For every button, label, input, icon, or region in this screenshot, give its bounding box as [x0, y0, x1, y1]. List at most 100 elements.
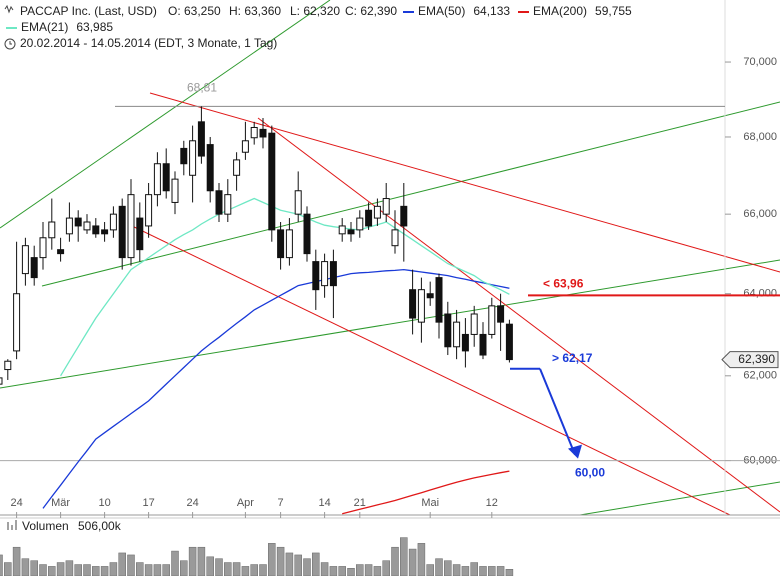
- candle-body: [127, 194, 135, 259]
- candle-body: [382, 198, 390, 215]
- volume-icon: [7, 520, 17, 530]
- volume-bar: [56, 562, 65, 576]
- trend-lines: [0, 0, 780, 516]
- annotation-label: 68,81: [187, 81, 217, 95]
- volume-bar: [400, 537, 408, 576]
- volume-bar: [188, 546, 197, 576]
- x-tick-label: 17: [142, 497, 154, 509]
- legend-value: 63,985: [76, 20, 113, 34]
- volume-bar: [285, 552, 294, 576]
- ema-line: [60, 197, 510, 377]
- subtitle: 20.02.2014 - 14.05.2014 (EDT, 3 Monate, …: [20, 36, 277, 50]
- volume-bar: [276, 546, 285, 576]
- candle-body: [461, 333, 469, 352]
- candle-body: [268, 132, 276, 231]
- volume-bar: [92, 566, 100, 576]
- candle-body: [74, 217, 82, 227]
- volume-bar: [30, 560, 38, 576]
- candle-body: [4, 360, 12, 371]
- candle-body: [285, 229, 293, 259]
- price-marker: [721, 351, 779, 369]
- candle-body: [39, 237, 47, 259]
- ohlc-label: O: 63,250: [168, 4, 221, 18]
- legend-value: 64,133: [473, 4, 510, 18]
- candle-body: [435, 277, 443, 323]
- volume-bar: [444, 560, 452, 576]
- candle-body: [347, 229, 355, 235]
- x-tick-label: Mai: [421, 497, 439, 509]
- candle-body: [48, 221, 56, 239]
- candle-body: [57, 249, 65, 255]
- legend-label: EMA(200): [533, 4, 587, 18]
- candle-body: [259, 128, 267, 138]
- volume-bar: [39, 564, 47, 576]
- volume-bar: [338, 566, 346, 576]
- candle-body: [13, 293, 21, 352]
- candle-body: [356, 217, 364, 231]
- volume-bar: [417, 543, 426, 576]
- candle-body: [118, 205, 126, 259]
- volume-bar: [180, 560, 188, 576]
- candle-body: [409, 289, 417, 319]
- volume-bar: [312, 552, 320, 576]
- y-tick-label: 68,000: [743, 131, 777, 143]
- y-tick-label: 66,000: [743, 208, 777, 220]
- ohlc-label: C: 62,390: [345, 4, 397, 18]
- candle-body: [470, 313, 478, 335]
- candle-body: [391, 229, 399, 247]
- volume-bar: [241, 566, 250, 576]
- candle-body: [136, 217, 144, 251]
- volume-bar: [461, 566, 470, 576]
- price-marker-label: 62,390: [738, 352, 775, 366]
- volume-bar: [109, 562, 118, 576]
- volume-bar: [259, 564, 267, 576]
- annotation-label: 60,00: [575, 466, 605, 480]
- candle-body: [444, 313, 452, 348]
- x-tick-label: Mär: [51, 497, 70, 509]
- candle-body: [426, 293, 434, 299]
- candle-body: [250, 126, 258, 139]
- x-tick-label: 7: [278, 497, 284, 509]
- candle-body: [83, 221, 91, 231]
- candle-body: [312, 261, 320, 291]
- candle-body: [180, 147, 188, 165]
- volume-bar: [426, 564, 434, 576]
- volume-label: 506,00k: [78, 519, 122, 533]
- ema-line: [342, 470, 510, 515]
- trend-line: [0, 0, 331, 229]
- ohlc-label: L: 62,320: [290, 4, 340, 18]
- candle-body: [21, 245, 29, 275]
- candle-body: [215, 190, 223, 215]
- volume-bar: [197, 546, 206, 576]
- candle-body: [329, 261, 337, 287]
- candle-body: [197, 121, 205, 157]
- volume-bar: [356, 564, 364, 576]
- volume-bar: [12, 546, 21, 576]
- volume-bar: [224, 562, 232, 576]
- legend-label: EMA(50): [418, 4, 465, 18]
- volume-bar: [232, 562, 241, 576]
- volume-bar: [320, 562, 329, 576]
- chart-icon: [4, 4, 14, 14]
- candle-body: [294, 190, 302, 215]
- candle-body: [189, 140, 197, 176]
- x-tick-label: 12: [486, 497, 498, 509]
- candle-body: [162, 163, 170, 192]
- legend-value: 59,755: [595, 4, 632, 18]
- volume-bar: [382, 560, 390, 576]
- volume-title: Volumen: [22, 519, 69, 533]
- volume-bar: [153, 564, 162, 576]
- candle-body: [65, 217, 73, 235]
- candle-body: [0, 377, 3, 385]
- volume-bar: [83, 564, 91, 576]
- candle-body: [224, 194, 232, 215]
- volume-bar: [364, 564, 373, 576]
- volume-bar: [65, 560, 74, 576]
- candle-body: [365, 209, 373, 227]
- candle-body: [417, 289, 425, 323]
- x-tick-label: 10: [98, 497, 110, 509]
- volume-bar: [74, 564, 82, 576]
- arrow-head: [568, 444, 582, 459]
